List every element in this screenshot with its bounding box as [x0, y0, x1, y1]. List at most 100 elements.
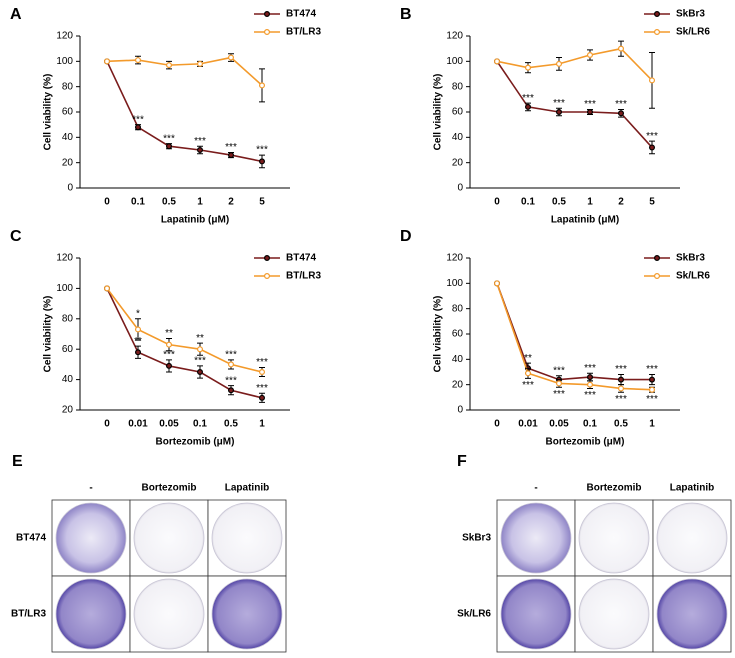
y-tick-label: 40: [62, 374, 74, 385]
x-tick-label: 0.5: [162, 197, 176, 208]
x-tick-label: 0.1: [583, 419, 597, 430]
well: [211, 502, 283, 574]
significance: ***: [553, 365, 565, 376]
x-tick-label: 1: [587, 197, 593, 208]
data-point: [555, 380, 562, 387]
x-axis-label: Lapatinib (μM): [551, 215, 619, 226]
well: [133, 502, 205, 574]
legend-label: BT/LR3: [286, 271, 321, 282]
y-tick-label: 0: [457, 183, 463, 194]
significance: ***: [225, 349, 237, 360]
significance: **: [524, 353, 532, 364]
significance: ***: [646, 131, 658, 142]
legend-label: SkBr3: [676, 9, 705, 20]
y-tick-label: 60: [62, 107, 74, 118]
x-tick-label: 0: [494, 197, 500, 208]
data-point: [555, 108, 562, 115]
legend-marker: [653, 11, 660, 18]
x-tick-label: 2: [228, 197, 234, 208]
column-header: Bortezomib: [142, 483, 197, 494]
row-label: BT/LR3: [11, 609, 46, 620]
legend-label: BT/LR3: [286, 27, 321, 38]
x-tick-label: 0: [104, 197, 110, 208]
significance: **: [165, 328, 173, 339]
data-point: [648, 77, 655, 84]
significance: *: [136, 308, 140, 319]
well: [55, 502, 127, 574]
data-point: [135, 124, 142, 131]
well: [133, 578, 205, 650]
x-tick-label: 0.5: [614, 419, 628, 430]
significance: ***: [615, 364, 627, 375]
data-point: [197, 60, 204, 67]
data-point: [166, 143, 173, 150]
data-point: [586, 381, 593, 388]
x-tick-label: 0.05: [549, 419, 569, 430]
significance: ***: [194, 136, 206, 147]
well: [656, 578, 728, 650]
data-point: [197, 147, 204, 154]
y-axis-label: Cell viability (%): [43, 296, 54, 373]
data-point: [103, 285, 110, 292]
significance: ***: [522, 380, 534, 391]
significance: ***: [646, 394, 658, 405]
significance: ***: [584, 390, 596, 401]
x-tick-label: 0: [104, 419, 110, 430]
data-point: [259, 82, 266, 89]
y-tick-label: 40: [452, 354, 464, 365]
data-point: [135, 326, 142, 333]
data-point: [586, 374, 593, 381]
series-line: [496, 283, 652, 381]
y-tick-label: 40: [62, 132, 74, 143]
column-header: Bortezomib: [587, 483, 642, 494]
significance: ***: [584, 363, 596, 374]
data-point: [524, 103, 531, 110]
data-point: [259, 158, 266, 165]
data-point: [494, 280, 501, 287]
y-tick-label: 60: [452, 107, 464, 118]
column-header: Lapatinib: [670, 483, 714, 494]
x-tick-label: 2: [618, 197, 624, 208]
well: [500, 502, 572, 574]
y-tick-label: 100: [56, 56, 73, 67]
data-point: [166, 362, 173, 369]
legend-marker: [653, 255, 660, 262]
row-label: BT474: [16, 533, 46, 544]
well: [211, 578, 283, 650]
y-axis-label: Cell viability (%): [433, 74, 444, 151]
significance: **: [196, 333, 204, 344]
series-line: [496, 283, 653, 391]
well: [656, 502, 728, 574]
series-line: [106, 56, 263, 86]
legend-marker: [653, 273, 660, 280]
legend-marker: [264, 11, 271, 18]
data-point: [555, 60, 562, 67]
data-point: [259, 394, 266, 401]
well: [55, 578, 127, 650]
data-point: [617, 376, 624, 383]
x-tick-label: 0: [494, 419, 500, 430]
significance: ***: [163, 133, 175, 144]
x-axis-label: Bortezomib (μM): [156, 437, 235, 448]
data-point: [166, 341, 173, 348]
row-label: Sk/LR6: [457, 609, 491, 620]
x-tick-label: 1: [649, 419, 655, 430]
y-tick-label: 80: [452, 81, 464, 92]
panel-letter: D: [400, 228, 412, 245]
significance: ***: [256, 145, 268, 156]
x-tick-label: 1: [197, 197, 203, 208]
y-tick-label: 80: [452, 303, 464, 314]
x-tick-label: 5: [649, 197, 655, 208]
panel-letter: B: [400, 6, 412, 23]
data-point: [197, 369, 204, 376]
x-tick-label: 0.5: [552, 197, 566, 208]
legend-label: Sk/LR6: [676, 27, 710, 38]
y-axis-label: Cell viability (%): [43, 74, 54, 151]
legend-label: BT474: [286, 253, 316, 264]
significance: ***: [615, 99, 627, 110]
y-tick-label: 20: [62, 157, 74, 168]
panel-letter: F: [457, 453, 467, 470]
legend-marker: [264, 273, 271, 280]
y-axis-label: Cell viability (%): [433, 296, 444, 373]
y-tick-label: 100: [56, 283, 73, 294]
